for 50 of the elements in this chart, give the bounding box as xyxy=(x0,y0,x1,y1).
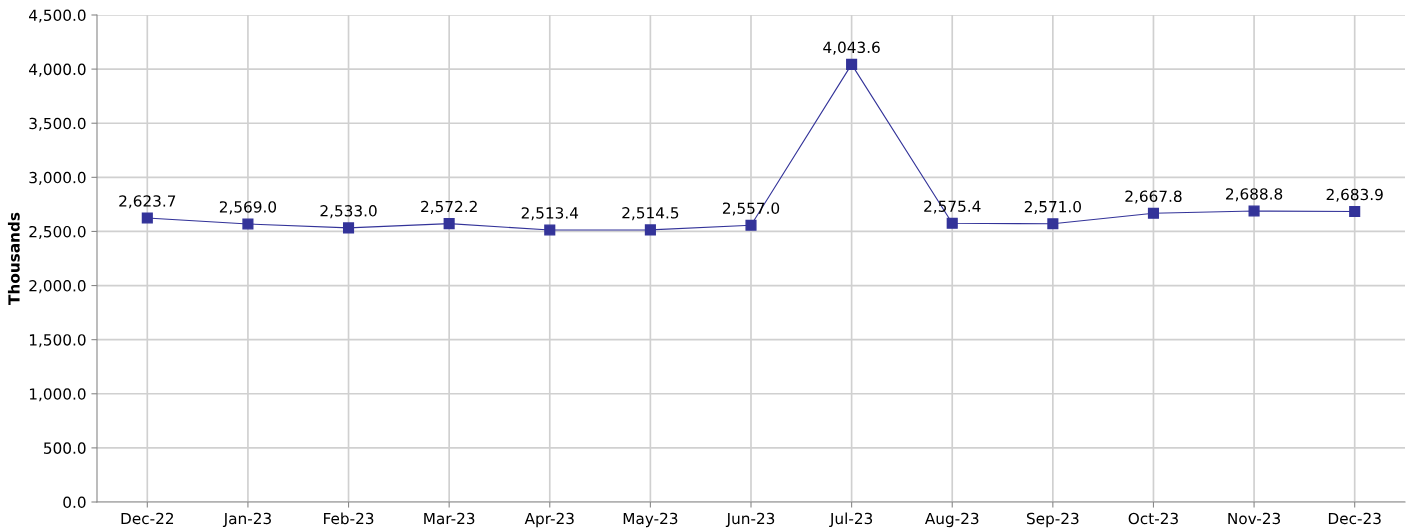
data-label: 2,557.0 xyxy=(722,202,780,216)
y-tick-label: 500.0 xyxy=(44,442,86,454)
y-tick-label: 0.0 xyxy=(63,496,86,509)
point xyxy=(1047,218,1059,230)
data-label: 2,569.0 xyxy=(219,201,277,215)
x-tick-label: Dec-23 xyxy=(1328,512,1381,525)
x-tick-label: Sep-23 xyxy=(1026,512,1079,528)
point xyxy=(242,218,254,230)
data-label: 2,533.0 xyxy=(320,205,377,219)
data-label: 2,513.4 xyxy=(521,207,579,221)
point xyxy=(644,224,656,236)
x-tick-label: Oct-23 xyxy=(1128,512,1178,525)
y-tick-label: 3,500.0 xyxy=(29,117,86,131)
x-tick-label: Feb-23 xyxy=(324,512,374,525)
data-label: 2,623.7 xyxy=(119,195,176,209)
x-tick-label: Aug-23 xyxy=(924,512,979,528)
data-label: 2,667.8 xyxy=(1125,190,1182,204)
y-tick-label: 4,000.0 xyxy=(29,63,86,77)
y-tick-label: 2,000.0 xyxy=(29,280,86,294)
point xyxy=(141,212,153,224)
y-axis-title: Thousands xyxy=(7,212,20,305)
x-tick-label: May-23 xyxy=(623,512,678,528)
x-tick-label: Mar-23 xyxy=(424,512,475,525)
y-tick-label: 1,500.0 xyxy=(29,334,86,348)
point xyxy=(544,224,556,236)
x-tick-label: Dec-22 xyxy=(121,512,174,525)
x-tick-label: Jun-23 xyxy=(725,512,775,528)
x-tick-label: Jul-23 xyxy=(829,512,873,528)
point xyxy=(1147,207,1160,219)
point xyxy=(342,222,355,234)
x-tick-label: Apr-23 xyxy=(524,512,574,528)
data-label: 2,514.5 xyxy=(622,207,679,221)
y-tick-label: 2,500.0 xyxy=(29,225,86,240)
data-label: 2,688.8 xyxy=(1226,188,1283,202)
data-label: 4,043.6 xyxy=(823,41,880,55)
data-label: 2,575.4 xyxy=(924,200,981,214)
point xyxy=(443,218,455,230)
data-label: 2,683.9 xyxy=(1326,188,1383,202)
y-tick-label: 1,000.0 xyxy=(29,388,86,402)
point xyxy=(946,217,958,229)
point xyxy=(1248,205,1260,217)
point xyxy=(1349,205,1361,218)
data-label: 2,572.2 xyxy=(421,200,477,214)
y-tick-label: 4,500.0 xyxy=(29,9,86,23)
y-tick-label: 3,000.0 xyxy=(29,171,86,185)
point xyxy=(846,58,858,70)
data-label: 2,571.0 xyxy=(1024,200,1081,215)
x-tick-label: Nov-23 xyxy=(1228,512,1281,525)
point xyxy=(745,219,757,231)
x-tick-label: Jan-23 xyxy=(222,512,271,528)
